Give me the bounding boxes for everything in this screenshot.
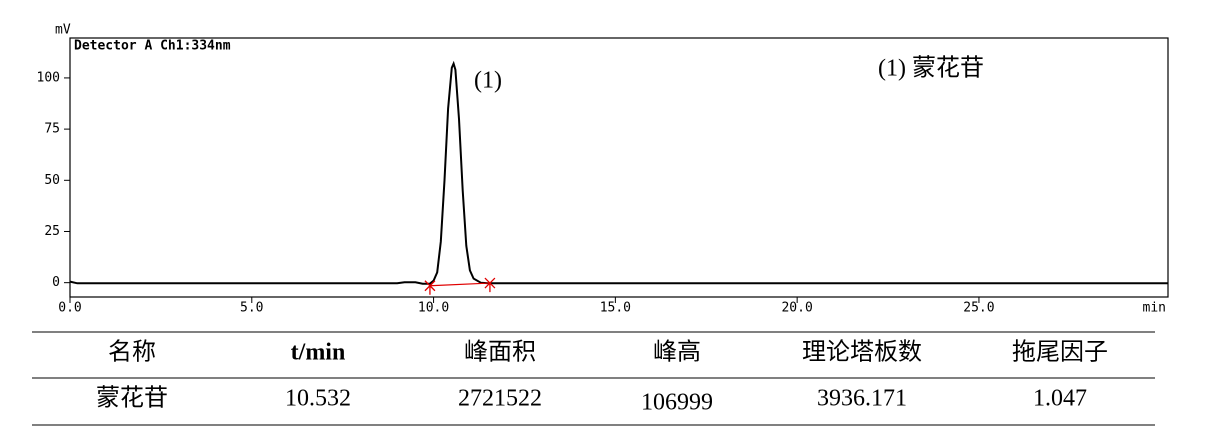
x-axis-label: min xyxy=(1143,301,1166,316)
table xyxy=(32,331,1155,426)
y-tick-label: 50 xyxy=(44,173,60,188)
table-cell: 蒙花苷 xyxy=(96,385,168,412)
table-header-cell: 峰面积 xyxy=(464,339,536,366)
table-header-cell: 峰高 xyxy=(653,339,701,366)
table-header-cell: 理论塔板数 xyxy=(802,339,922,366)
chromatogram-line xyxy=(69,60,1168,285)
detector-label: Detector A Ch1:334nm xyxy=(74,39,231,54)
plot-frame xyxy=(69,37,1169,298)
x-tick-label: 5.0 xyxy=(240,301,263,316)
table-header-cell: t/min xyxy=(291,340,346,366)
x-tick-label: 10.0 xyxy=(418,301,449,316)
x-tick-label: 20.0 xyxy=(781,301,812,316)
table-cell: 3936.171 xyxy=(817,386,907,412)
x-tick-label: 0.0 xyxy=(58,301,81,316)
baseline-marker xyxy=(484,277,496,293)
table-cell: 2721522 xyxy=(458,386,542,412)
peak-label: (1) xyxy=(474,68,502,94)
y-tick-label: 0 xyxy=(52,275,60,290)
table-header-cell: 名称 xyxy=(108,339,156,366)
table-header-cell: 拖尾因子 xyxy=(1012,339,1108,366)
y-tick-label: 25 xyxy=(44,224,60,239)
y-tick-label: 100 xyxy=(37,70,60,85)
x-tick-label: 15.0 xyxy=(600,301,631,316)
table-cell: 106999 xyxy=(641,390,713,416)
legend-note: (1) 蒙花苷 xyxy=(878,55,984,82)
table-cell: 10.532 xyxy=(285,386,351,412)
y-axis-label: mV xyxy=(55,23,71,38)
baseline-marker xyxy=(424,280,436,295)
table-cell: 1.047 xyxy=(1033,386,1087,412)
integration-baseline xyxy=(429,282,490,287)
y-tick-label: 75 xyxy=(44,122,60,137)
x-tick-label: 25.0 xyxy=(963,301,994,316)
